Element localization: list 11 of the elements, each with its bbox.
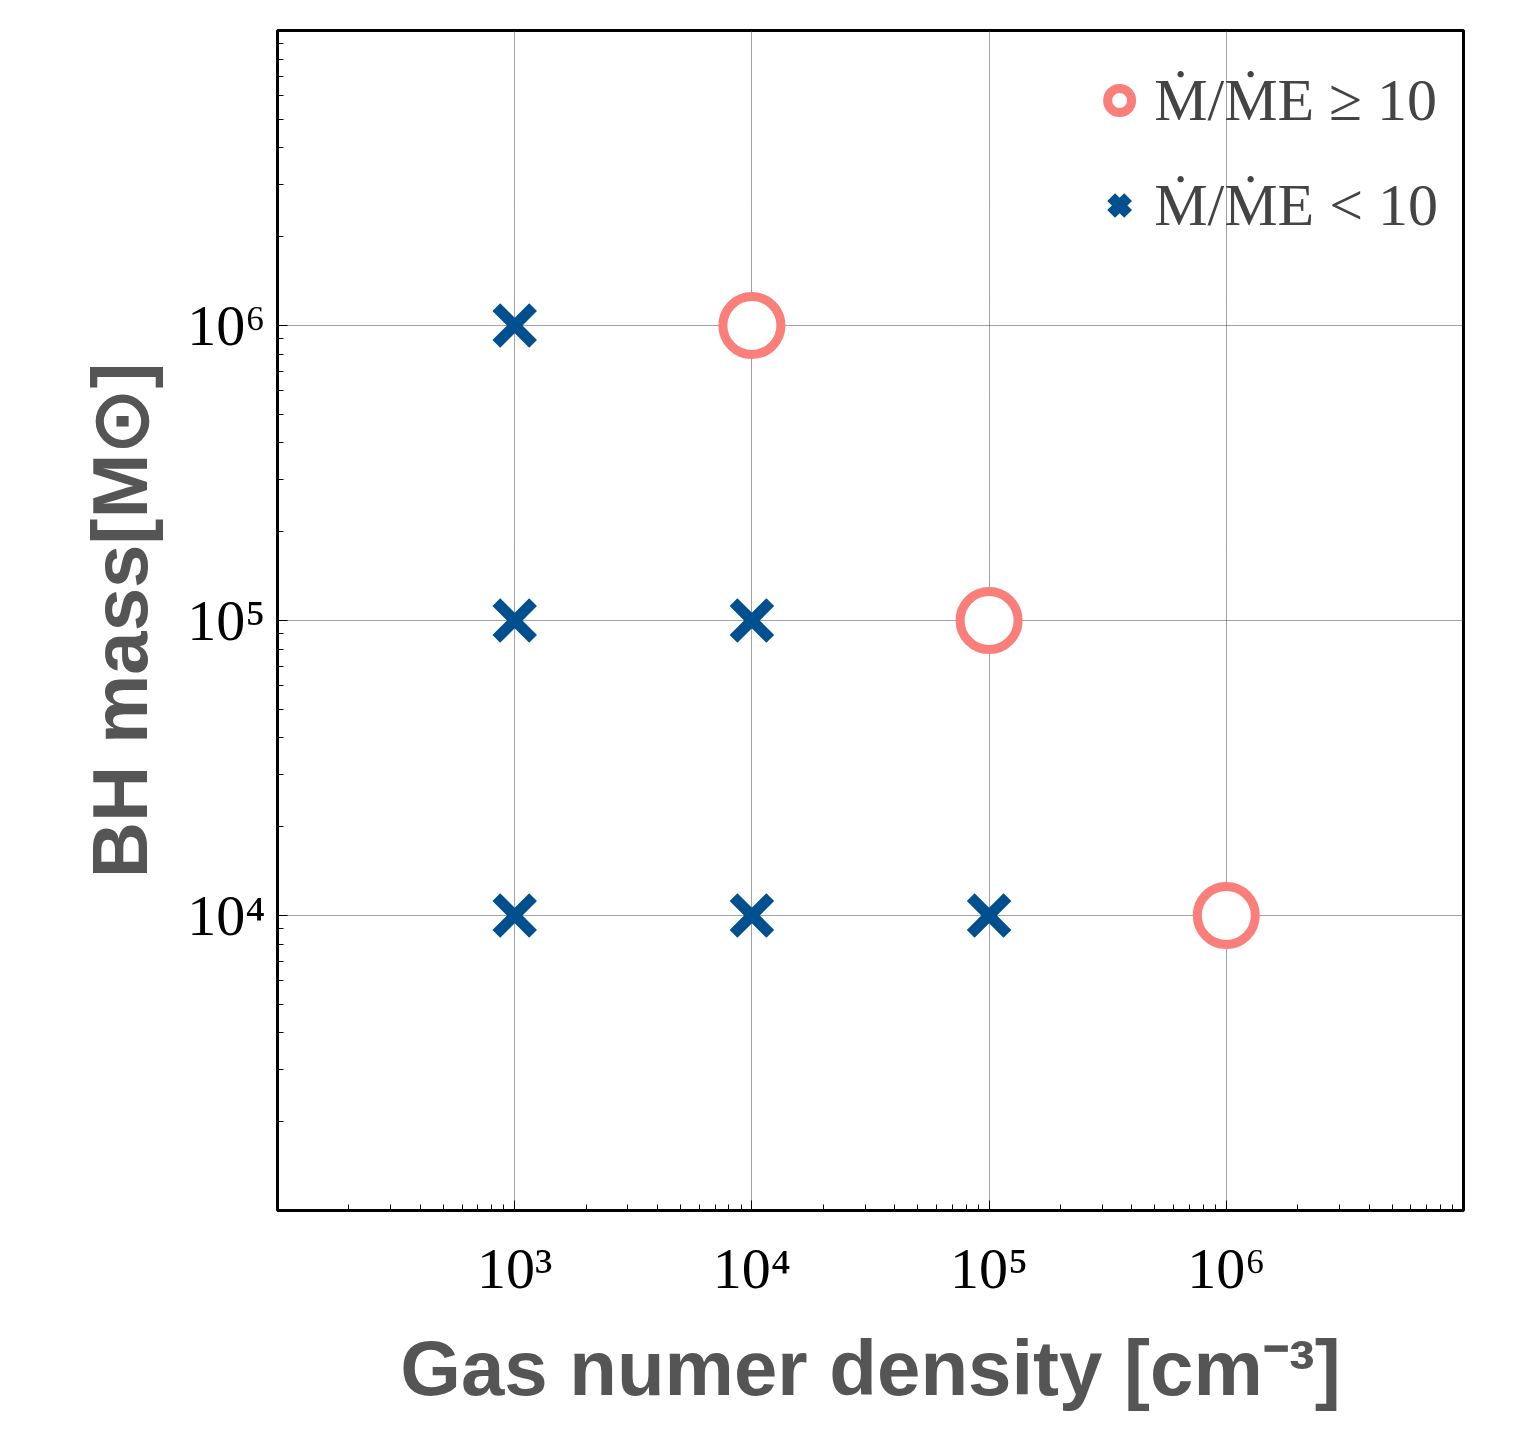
y-axis-title: BH mass[M⊙] — [76, 362, 165, 879]
y-tick-label: 10⁶ — [187, 293, 266, 358]
x-tick-label: 10⁶ — [1187, 1235, 1266, 1301]
x-axis-title: Gas numer density [cm⁻³] — [400, 1323, 1341, 1412]
x-tick-label: 10³ — [477, 1235, 553, 1301]
legend-label: Ṁ/ṀE < 10 — [1154, 170, 1438, 240]
y-tick-label: 10⁴ — [187, 883, 266, 948]
x-tick-label: 10⁵ — [949, 1235, 1029, 1301]
x-tick-label: 10⁴ — [712, 1235, 792, 1301]
y-tick-label: 10⁵ — [187, 588, 266, 653]
legend-label: Ṁ/ṀE ≥ 10 — [1154, 65, 1438, 135]
